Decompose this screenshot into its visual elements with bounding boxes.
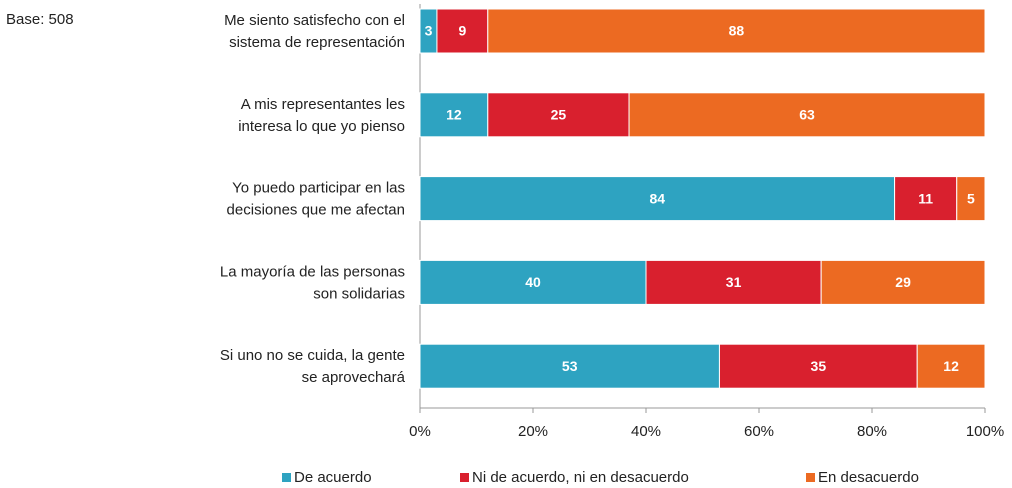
category-label: interesa lo que yo pienso [238,118,405,135]
value-label: 5 [967,190,975,206]
x-tick-label: 20% [518,423,548,440]
category-label: decisiones que me afectan [227,202,405,219]
value-label: 9 [458,23,466,39]
bar-segment [956,176,986,222]
bar-segment [487,8,986,54]
category-label: son solidarias [313,285,405,302]
bar-segment [436,8,489,54]
bar-segment [718,343,918,389]
legend-label: Ni de acuerdo, ni en desacuerdo [472,469,689,486]
category-label: A mis representantes les [241,96,405,113]
value-label: 12 [943,358,959,374]
x-tick-label: 40% [631,423,661,440]
value-label: 35 [811,358,827,374]
bar-segment [419,343,720,389]
value-label: 88 [729,23,745,39]
x-tick-label: 100% [966,423,1004,440]
value-label: 31 [726,274,742,290]
bar-segment [487,92,630,138]
x-tick-label: 0% [409,423,431,440]
legend-label: De acuerdo [294,469,372,486]
legend-swatch [282,473,291,482]
value-label: 11 [918,190,933,206]
value-label: 63 [799,107,815,123]
category-label: Me siento satisfecho con el [224,12,405,29]
value-label: 40 [525,274,541,290]
value-label: 84 [650,190,666,206]
value-label: 25 [551,107,567,123]
bar-segment [894,176,958,222]
legend-swatch [806,473,815,482]
bar-segment [820,259,986,305]
bar-segment [419,259,647,305]
x-tick-label: 80% [857,423,887,440]
value-label: 3 [425,23,433,39]
legend-swatch [460,473,469,482]
bar-segment [916,343,986,389]
category-label: Si uno no se cuida, la gente [220,347,405,364]
bar-segment [645,259,822,305]
value-label: 53 [562,358,578,374]
base-note: Base: 508 [6,11,74,28]
category-label: La mayoría de las personas [220,263,405,280]
bar-segment [628,92,986,138]
category-label: sistema de representación [229,34,405,51]
value-label: 12 [446,107,462,123]
category-label: se aprovechará [302,369,406,386]
category-label: Yo puedo participar en las [232,180,405,197]
value-label: 29 [895,274,911,290]
x-tick-label: 60% [744,423,774,440]
bar-segment [419,176,896,222]
legend-label: En desacuerdo [818,469,919,486]
